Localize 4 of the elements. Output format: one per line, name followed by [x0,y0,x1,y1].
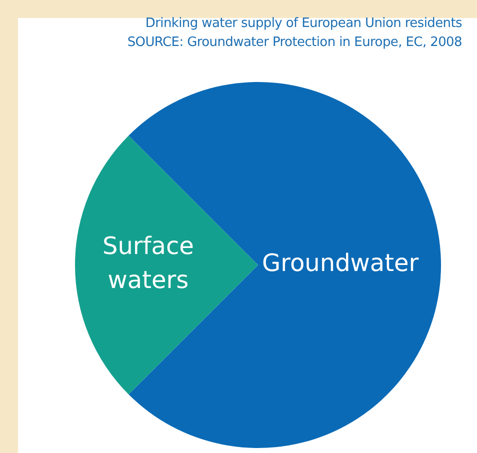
source-note: SOURCE: Groundwater Protection in Europe, EC, 2008 [127,34,462,52]
slice-label: Surface waters [102,232,194,294]
slice-label: Groundwater [262,249,419,278]
chart-title: Drinking water supply of European Union residents [144,15,462,33]
